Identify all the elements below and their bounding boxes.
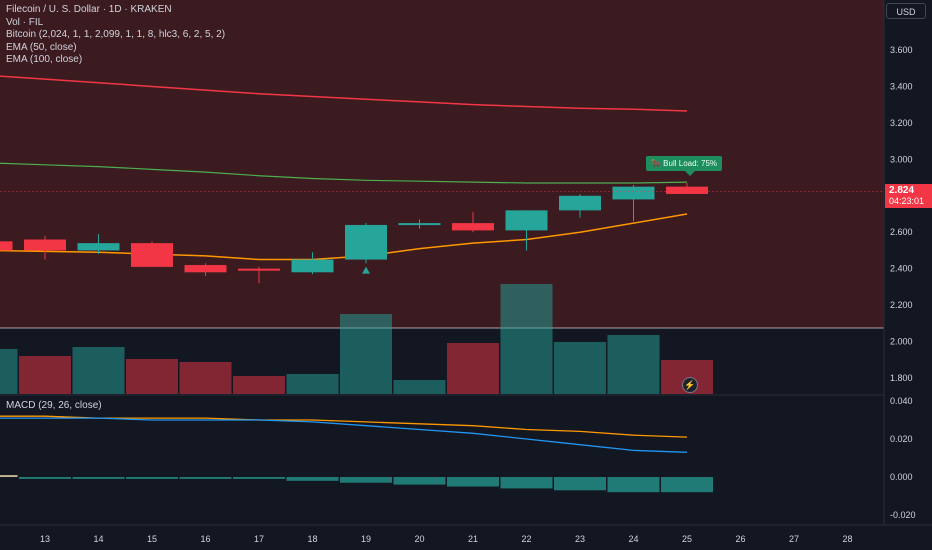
bar-countdown: 04:23:01 [889,196,925,206]
volume-bar [286,374,339,394]
price-tick: 3.400 [890,81,913,91]
time-tick: 21 [468,534,478,544]
macd-histogram-bar [340,477,392,483]
price-tick: 3.000 [890,154,913,164]
macd-histogram-bar [233,477,285,479]
last-price-tag: 2.824 04:23:01 [885,184,932,208]
ema100-line [0,162,688,184]
volume-bar [447,343,499,394]
volume-bar [340,314,392,394]
time-tick: 18 [307,534,317,544]
price-tick: 1.800 [890,373,913,383]
time-tick: 22 [521,534,531,544]
macd-tick: 0.020 [890,434,913,444]
volume-bar [126,359,178,394]
candle-body [398,223,441,226]
price-tick: 3.200 [890,118,913,128]
candle-body [345,224,387,260]
time-tick: 16 [200,534,210,544]
macd-histogram-bar [607,477,660,493]
candle-body [452,223,494,231]
candle-body [612,186,655,200]
volume-bar [607,335,660,394]
volume-legend[interactable]: Vol · FIL [6,16,44,28]
candle-body [24,239,66,251]
time-tick: 23 [575,534,585,544]
macd-histogram-bar [126,477,178,479]
macd-histogram-bar [72,477,125,479]
time-tick: 17 [254,534,264,544]
lightning-icon[interactable]: ⚡ [682,377,698,393]
volume-bar [500,284,553,394]
last-price: 2.824 [889,185,915,196]
symbol-title[interactable]: Filecoin / U. S. Dollar · 1D · KRAKEN [6,4,172,15]
volume-bar [19,356,71,394]
candle-body [238,268,280,271]
candle-body [0,241,13,251]
time-tick: 14 [93,534,103,544]
macd-tick: -0.020 [890,510,916,520]
buy-signal-marker [362,266,370,274]
bitcoin-indicator-legend[interactable]: Bitcoin (2,024, 1, 1, 2,099, 1, 1, 8, hl… [6,29,226,40]
macd-signal-line [0,415,688,438]
bull-load-label: 🐂 Bull Load: 75% [646,156,722,176]
volume-bar [72,347,125,394]
macd-legend[interactable]: MACD (29, 26, close) [6,400,102,411]
macd-histogram-bar [286,477,339,481]
ema100-legend[interactable]: EMA (100, close) [6,54,83,65]
time-tick: 20 [414,534,424,544]
chart-legend: Filecoin / U. S. Dollar · 1D · KRAKEN Vo… [6,4,225,67]
macd-histogram-bar [19,477,71,479]
volume-bar [554,342,606,394]
time-tick: 28 [842,534,852,544]
price-tick: 3.600 [890,45,913,55]
ema50-legend[interactable]: EMA (50, close) [6,41,77,53]
candle-body [184,265,227,273]
macd-histogram-bar [447,477,499,487]
currency-selector[interactable]: USD [886,3,926,19]
time-tick: 25 [682,534,692,544]
time-tick: 13 [40,534,50,544]
bitcoin-indicator-line [0,213,688,261]
candle-body [505,210,548,231]
candle-body [291,259,334,273]
time-tick: 27 [789,534,799,544]
candle-body [666,186,708,194]
volume-bar [233,376,285,394]
macd-histogram-bar [0,475,18,477]
price-tick: 2.000 [890,337,913,347]
price-tick: 2.200 [890,300,913,310]
macd-line [0,417,688,453]
macd-tick: 0.040 [890,396,913,406]
price-tick: 2.600 [890,227,913,237]
candle-body [559,195,601,211]
macd-histogram-bar [179,477,232,479]
macd-histogram-bar [500,477,553,489]
price-tick: 2.400 [890,264,913,274]
candle-body [77,243,120,251]
macd-histogram-bar [554,477,606,491]
macd-histogram-bar [661,477,713,493]
time-tick: 19 [361,534,371,544]
main-pane-background [0,0,884,328]
volume-bar [393,380,446,394]
time-tick: 15 [147,534,157,544]
volume-bar [179,362,232,394]
macd-tick: 0.000 [890,472,913,482]
time-tick: 24 [628,534,638,544]
ema50-line [0,75,688,112]
macd-histogram-bar [393,477,446,485]
time-tick: 26 [735,534,745,544]
candle-body [131,243,173,267]
volume-bar [0,349,18,394]
